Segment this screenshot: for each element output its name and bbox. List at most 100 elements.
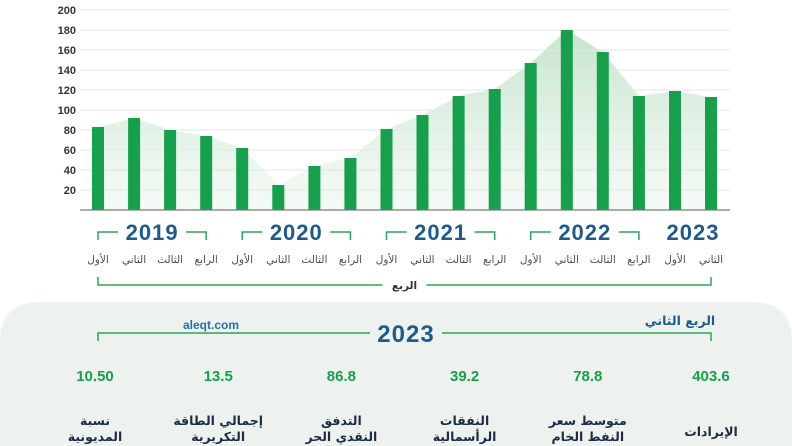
bar: [596, 52, 609, 210]
bar: [200, 136, 213, 210]
metric-value: 78.8: [573, 368, 602, 385]
summary-year-bracket: [97, 332, 712, 341]
y-tick-label: 100: [58, 105, 76, 117]
metric-label-line: إجمالي الطاقة: [173, 413, 263, 428]
y-axis: 20 40 60 80 100 120 140 160 180 200: [58, 5, 730, 197]
metric-label: الإيرادات: [684, 424, 738, 439]
area-fill: [98, 30, 711, 210]
area-layer: [98, 30, 711, 210]
quarter-labels: الأول الثاني الثالث الرابع الأول الثاني الثالث…: [87, 253, 723, 266]
metric-value: 39.2: [450, 368, 479, 385]
bar: [488, 89, 501, 210]
metric: 86.8 التدفق النقدي الحر: [304, 368, 377, 444]
year-bracket: [97, 231, 207, 240]
bar: [416, 115, 429, 210]
bar: [344, 158, 357, 210]
summary-year: 2023: [377, 321, 434, 348]
y-tick-label: 80: [64, 125, 76, 137]
bar: [272, 185, 285, 210]
quarter-label: الرابع: [195, 254, 218, 266]
year-label: 2021: [414, 220, 467, 245]
bar: [308, 166, 321, 210]
quarter-label: الثاني: [266, 254, 290, 266]
metric-label-line: التكريرية: [191, 429, 245, 444]
bars: [92, 30, 717, 210]
year-label: 2022: [558, 220, 611, 245]
metric: 10.50 نسبة المديونية: [68, 368, 123, 444]
bar: [236, 148, 249, 210]
bar: [380, 129, 393, 210]
y-tick-label: 120: [58, 85, 76, 97]
year-labels: 2019 2020 2021 2022 2023: [97, 220, 720, 245]
quarter-label: الرابع: [339, 254, 362, 266]
year-label: 2019: [126, 220, 179, 245]
chart: 20 40 60 80 100 120 140 160 180 200 الأول الثاني الث…: [58, 5, 730, 292]
year-label: 2023: [667, 220, 720, 245]
metrics-row: 403.6 الإيرادات 78.8 متوسط سعر النفط الخام 39…: [68, 368, 738, 445]
metric-value: 13.5: [204, 368, 233, 385]
summary-panel: aleqt.com الربع الثاني 2023 403.6 الإيراد…: [0, 302, 792, 446]
metric: 39.2 النفقات الرأسمالية: [433, 368, 497, 444]
quarter-label: الثاني: [555, 254, 579, 266]
year-bracket: [529, 231, 640, 240]
quarter-label: الثاني: [699, 254, 723, 266]
metric-value: 403.6: [692, 368, 730, 385]
metric-label-line: التدفق: [321, 413, 362, 428]
y-tick-label: 140: [58, 65, 76, 77]
metric-label-line: متوسط سعر: [548, 413, 627, 428]
quarter-label: الأول: [231, 253, 253, 266]
y-tick-label: 60: [64, 145, 76, 157]
quarter-label: الرابع: [627, 254, 650, 266]
summary-panel-background: [0, 302, 792, 446]
y-tick-label: 20: [64, 185, 76, 197]
period-label: الربع الثاني: [645, 313, 715, 328]
metric-label-line: النفط الخام: [551, 429, 624, 445]
metric-label-line: النقدي الحر: [304, 429, 377, 444]
metric: 78.8 متوسط سعر النفط الخام: [548, 368, 627, 445]
bar: [524, 63, 537, 210]
quarter-label: الثاني: [410, 254, 434, 266]
quarter-label: الأول: [376, 253, 398, 266]
x-axis-bracket: [97, 277, 712, 286]
x-axis-label: الربع: [392, 280, 417, 292]
metric-label-line: نسبة: [80, 413, 110, 428]
metric-label-line: الرأسمالية: [433, 428, 497, 444]
metric-value: 86.8: [327, 368, 356, 385]
metric-label-line: النفقات: [440, 413, 489, 428]
bar: [92, 127, 104, 210]
y-tick-label: 200: [58, 5, 76, 17]
metric: 13.5 إجمالي الطاقة التكريرية: [173, 368, 263, 444]
bar: [128, 118, 141, 210]
y-tick-label: 40: [64, 165, 76, 177]
metric-value: 10.50: [76, 368, 114, 385]
metric-label: إجمالي الطاقة التكريرية: [173, 413, 263, 444]
metric-label-line: المديونية: [68, 429, 123, 444]
quarter-label: الأول: [664, 253, 686, 266]
bar: [669, 91, 681, 210]
y-tick-label: 160: [58, 45, 76, 57]
year-bracket: [385, 231, 496, 240]
year-bracket: [241, 231, 352, 240]
metric-label-line: الإيرادات: [684, 424, 738, 439]
quarter-label: الرابع: [483, 254, 506, 266]
metric-label: النفقات الرأسمالية: [433, 413, 497, 444]
metric-label: نسبة المديونية: [68, 413, 123, 444]
quarter-label: الأول: [520, 253, 542, 266]
quarter-label: الثالث: [590, 254, 616, 266]
bar: [164, 130, 177, 210]
bar: [632, 96, 645, 210]
quarter-label: الثاني: [122, 254, 146, 266]
metric-label: متوسط سعر النفط الخام: [548, 413, 627, 445]
quarter-label: الثالث: [446, 254, 472, 266]
year-label: 2020: [270, 220, 323, 245]
bar: [560, 30, 573, 210]
quarter-label: الثالث: [157, 254, 183, 266]
source-label: aleqt.com: [183, 318, 239, 332]
quarter-label: الأول: [87, 253, 109, 266]
quarter-label: الثالث: [301, 254, 327, 266]
bar: [452, 96, 465, 210]
metric-label: التدفق النقدي الحر: [304, 413, 377, 444]
metric: 403.6 الإيرادات: [684, 368, 738, 439]
bar: [705, 97, 717, 210]
